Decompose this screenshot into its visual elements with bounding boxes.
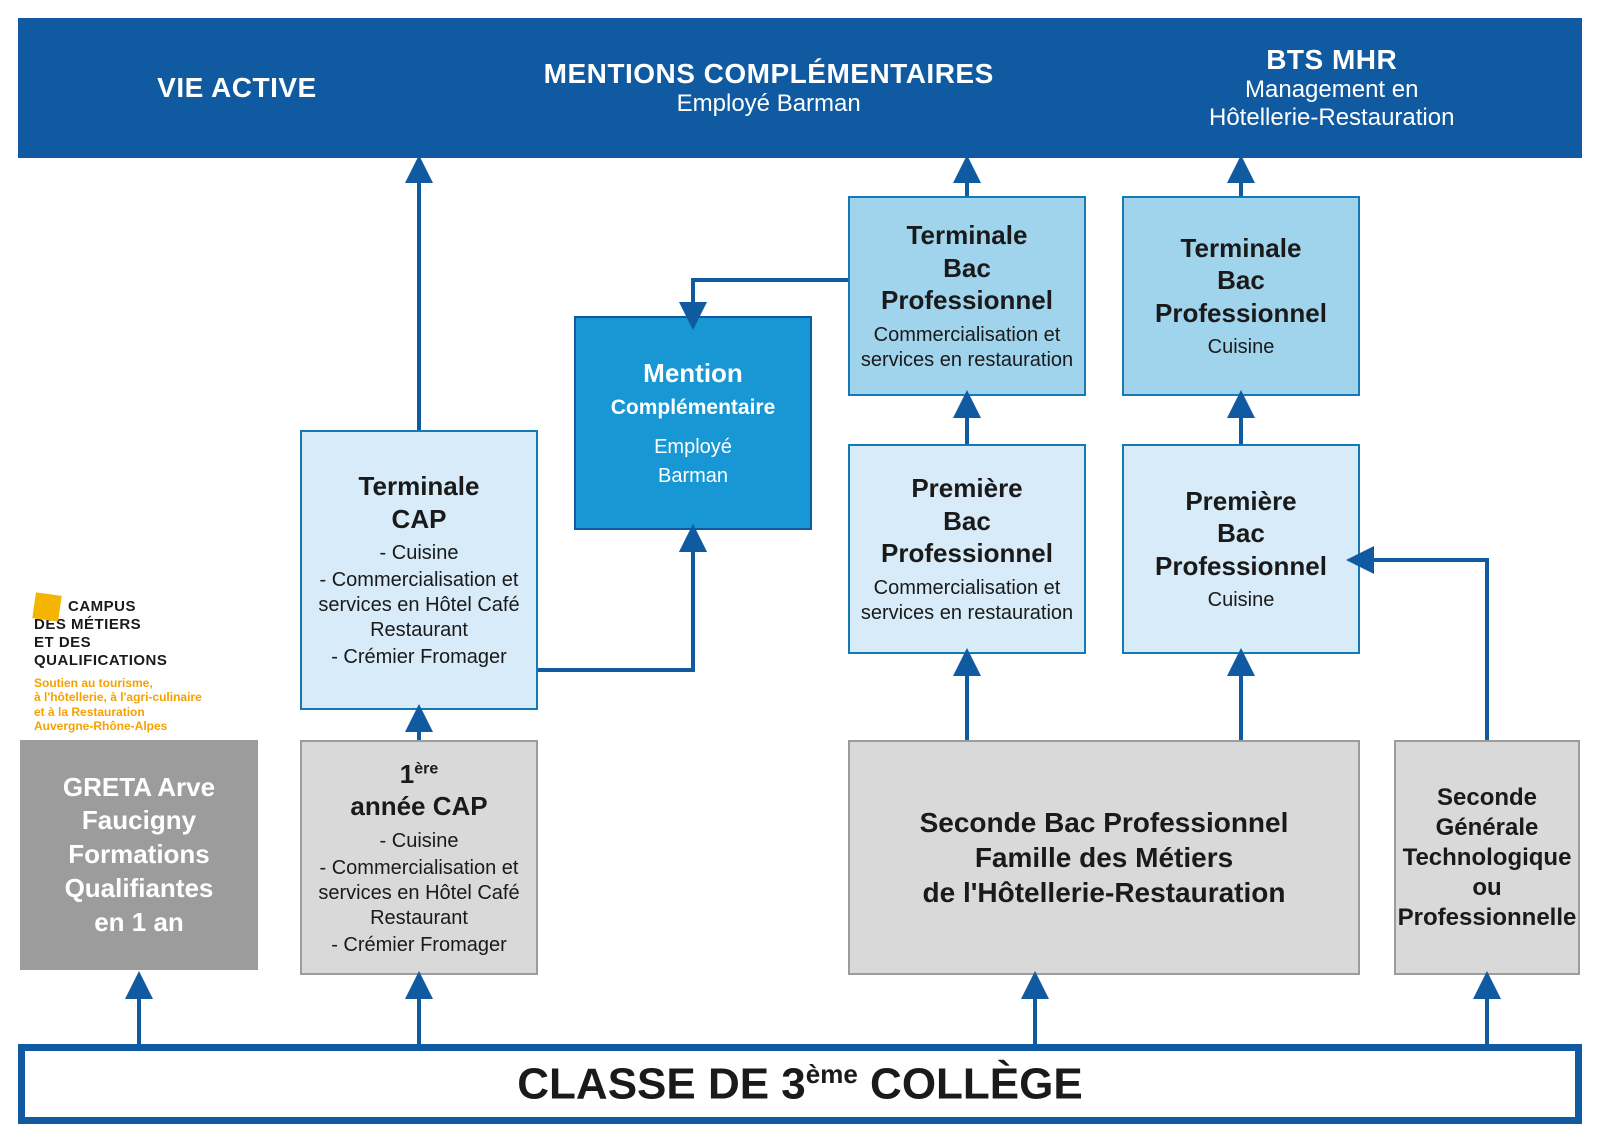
campus-orange4: Auvergne-Rhône-Alpes xyxy=(34,719,264,733)
secgen-l1: Seconde xyxy=(1437,783,1537,813)
mention-t2: Complémentaire xyxy=(611,395,776,421)
campus-line4: QUALIFICATIONS xyxy=(34,652,264,670)
prem-csr-sub: Commercialisation et services en restaur… xyxy=(858,576,1076,626)
term-cuis-sub: Cuisine xyxy=(1208,335,1275,360)
greta-l1: GRETA Arve xyxy=(63,771,215,805)
top-bts-sub2: Hôtellerie-Restauration xyxy=(1082,104,1582,132)
secbac-l2: Famille des Métiers xyxy=(975,840,1233,875)
capT-item1: - Commercialisation et services en Hôtel… xyxy=(310,568,528,643)
campus-logo-block: CAMPUS DES MÉTIERS ET DES QUALIFICATIONS… xyxy=(34,598,264,734)
greta-l4: Qualifiantes xyxy=(65,872,214,906)
box-terminale-cap: Terminale CAP - Cuisine - Commercialisat… xyxy=(300,430,538,710)
top-vie-active-title: VIE ACTIVE xyxy=(18,72,456,104)
term-csr-sub: Commercialisation et services en restaur… xyxy=(858,323,1076,373)
secgen-l2: Générale xyxy=(1436,813,1539,843)
top-banner: VIE ACTIVE MENTIONS COMPLÉMENTAIRES Empl… xyxy=(18,18,1582,158)
term-cuis-t2: Bac xyxy=(1217,264,1265,297)
bottom-pre: CLASSE DE 3 xyxy=(517,1059,806,1108)
cap1-title-sup: ère xyxy=(414,760,438,777)
secbac-l3: de l'Hôtellerie-Restauration xyxy=(923,875,1286,910)
top-col-vie-active: VIE ACTIVE xyxy=(18,72,456,104)
greta-l2: Faucigny xyxy=(82,804,196,838)
box-terminale-bacpro-cuisine: Terminale Bac Professionnel Cuisine xyxy=(1122,196,1360,396)
mention-t1: Mention xyxy=(643,357,743,390)
campus-orange2: à l'hôtellerie, à l'agri-culinaire xyxy=(34,690,264,704)
top-col-mentions: MENTIONS COMPLÉMENTAIRES Employé Barman xyxy=(456,58,1082,118)
top-mentions-sub: Employé Barman xyxy=(456,90,1082,118)
top-bts-sub1: Management en xyxy=(1082,76,1582,104)
greta-l3: Formations xyxy=(68,838,210,872)
secgen-l5: Professionnelle xyxy=(1398,903,1577,933)
campus-logo-icon xyxy=(32,592,61,621)
greta-l5: en 1 an xyxy=(94,906,184,940)
box-seconde-generale: Seconde Générale Technologique ou Profes… xyxy=(1394,740,1580,975)
secgen-l4: ou xyxy=(1472,873,1501,903)
term-csr-t2: Bac xyxy=(943,252,991,285)
prem-cuis-t1: Première xyxy=(1185,485,1296,518)
bottom-banner-text: CLASSE DE 3ème COLLÈGE xyxy=(517,1059,1082,1110)
cap1-item2: - Crémier Fromager xyxy=(331,933,507,958)
bottom-sup: ème xyxy=(806,1059,858,1089)
top-mentions-title: MENTIONS COMPLÉMENTAIRES xyxy=(456,58,1082,90)
box-premiere-bacpro-cuisine: Première Bac Professionnel Cuisine xyxy=(1122,444,1360,654)
prem-csr-t2: Bac xyxy=(943,505,991,538)
prem-csr-t1: Première xyxy=(911,472,1022,505)
top-bts-title: BTS MHR xyxy=(1082,44,1582,76)
cap1-title: 1ère xyxy=(400,758,439,791)
capT-item0: - Cuisine xyxy=(380,541,459,566)
campus-line3: ET DES xyxy=(34,634,264,652)
secgen-l3: Technologique xyxy=(1403,843,1572,873)
box-terminale-bacpro-csr: Terminale Bac Professionnel Commercialis… xyxy=(848,196,1086,396)
cap1-item0: - Cuisine xyxy=(380,829,459,854)
bottom-post: COLLÈGE xyxy=(858,1059,1083,1108)
campus-orange3: et à la Restauration xyxy=(34,705,264,719)
box-mention-complementaire: Mention Complémentaire Employé Barman xyxy=(574,316,812,530)
campus-line1: CAMPUS xyxy=(68,598,264,616)
prem-cuis-sub: Cuisine xyxy=(1208,588,1275,613)
term-cuis-t3: Professionnel xyxy=(1155,297,1327,330)
capT-title2: CAP xyxy=(392,503,447,536)
campus-line2: DES MÉTIERS xyxy=(34,616,264,634)
prem-csr-t3: Professionnel xyxy=(881,537,1053,570)
prem-cuis-t3: Professionnel xyxy=(1155,550,1327,583)
box-cap-1ere-annee: 1ère année CAP - Cuisine - Commercialisa… xyxy=(300,740,538,975)
capT-item2: - Crémier Fromager xyxy=(331,645,507,670)
box-seconde-bacpro: Seconde Bac Professionnel Famille des Mé… xyxy=(848,740,1360,975)
campus-orange1: Soutien au tourisme, xyxy=(34,676,264,690)
cap1-item1: - Commercialisation et services en Hôtel… xyxy=(310,856,528,931)
mention-s2: Barman xyxy=(658,464,728,489)
box-greta: GRETA Arve Faucigny Formations Qualifian… xyxy=(20,740,258,970)
bottom-banner: CLASSE DE 3ème COLLÈGE xyxy=(18,1044,1582,1124)
cap1-title-num: 1 xyxy=(400,759,414,789)
arrows-layer xyxy=(0,0,1600,1143)
term-csr-t1: Terminale xyxy=(907,219,1028,252)
top-col-bts: BTS MHR Management en Hôtellerie-Restaur… xyxy=(1082,44,1582,132)
term-csr-t3: Professionnel xyxy=(881,284,1053,317)
mention-s1: Employé xyxy=(654,435,732,460)
prem-cuis-t2: Bac xyxy=(1217,517,1265,550)
secbac-l1: Seconde Bac Professionnel xyxy=(920,805,1289,840)
cap1-title2: année CAP xyxy=(350,790,487,823)
capT-title1: Terminale xyxy=(359,470,480,503)
term-cuis-t1: Terminale xyxy=(1181,232,1302,265)
box-premiere-bacpro-csr: Première Bac Professionnel Commercialisa… xyxy=(848,444,1086,654)
